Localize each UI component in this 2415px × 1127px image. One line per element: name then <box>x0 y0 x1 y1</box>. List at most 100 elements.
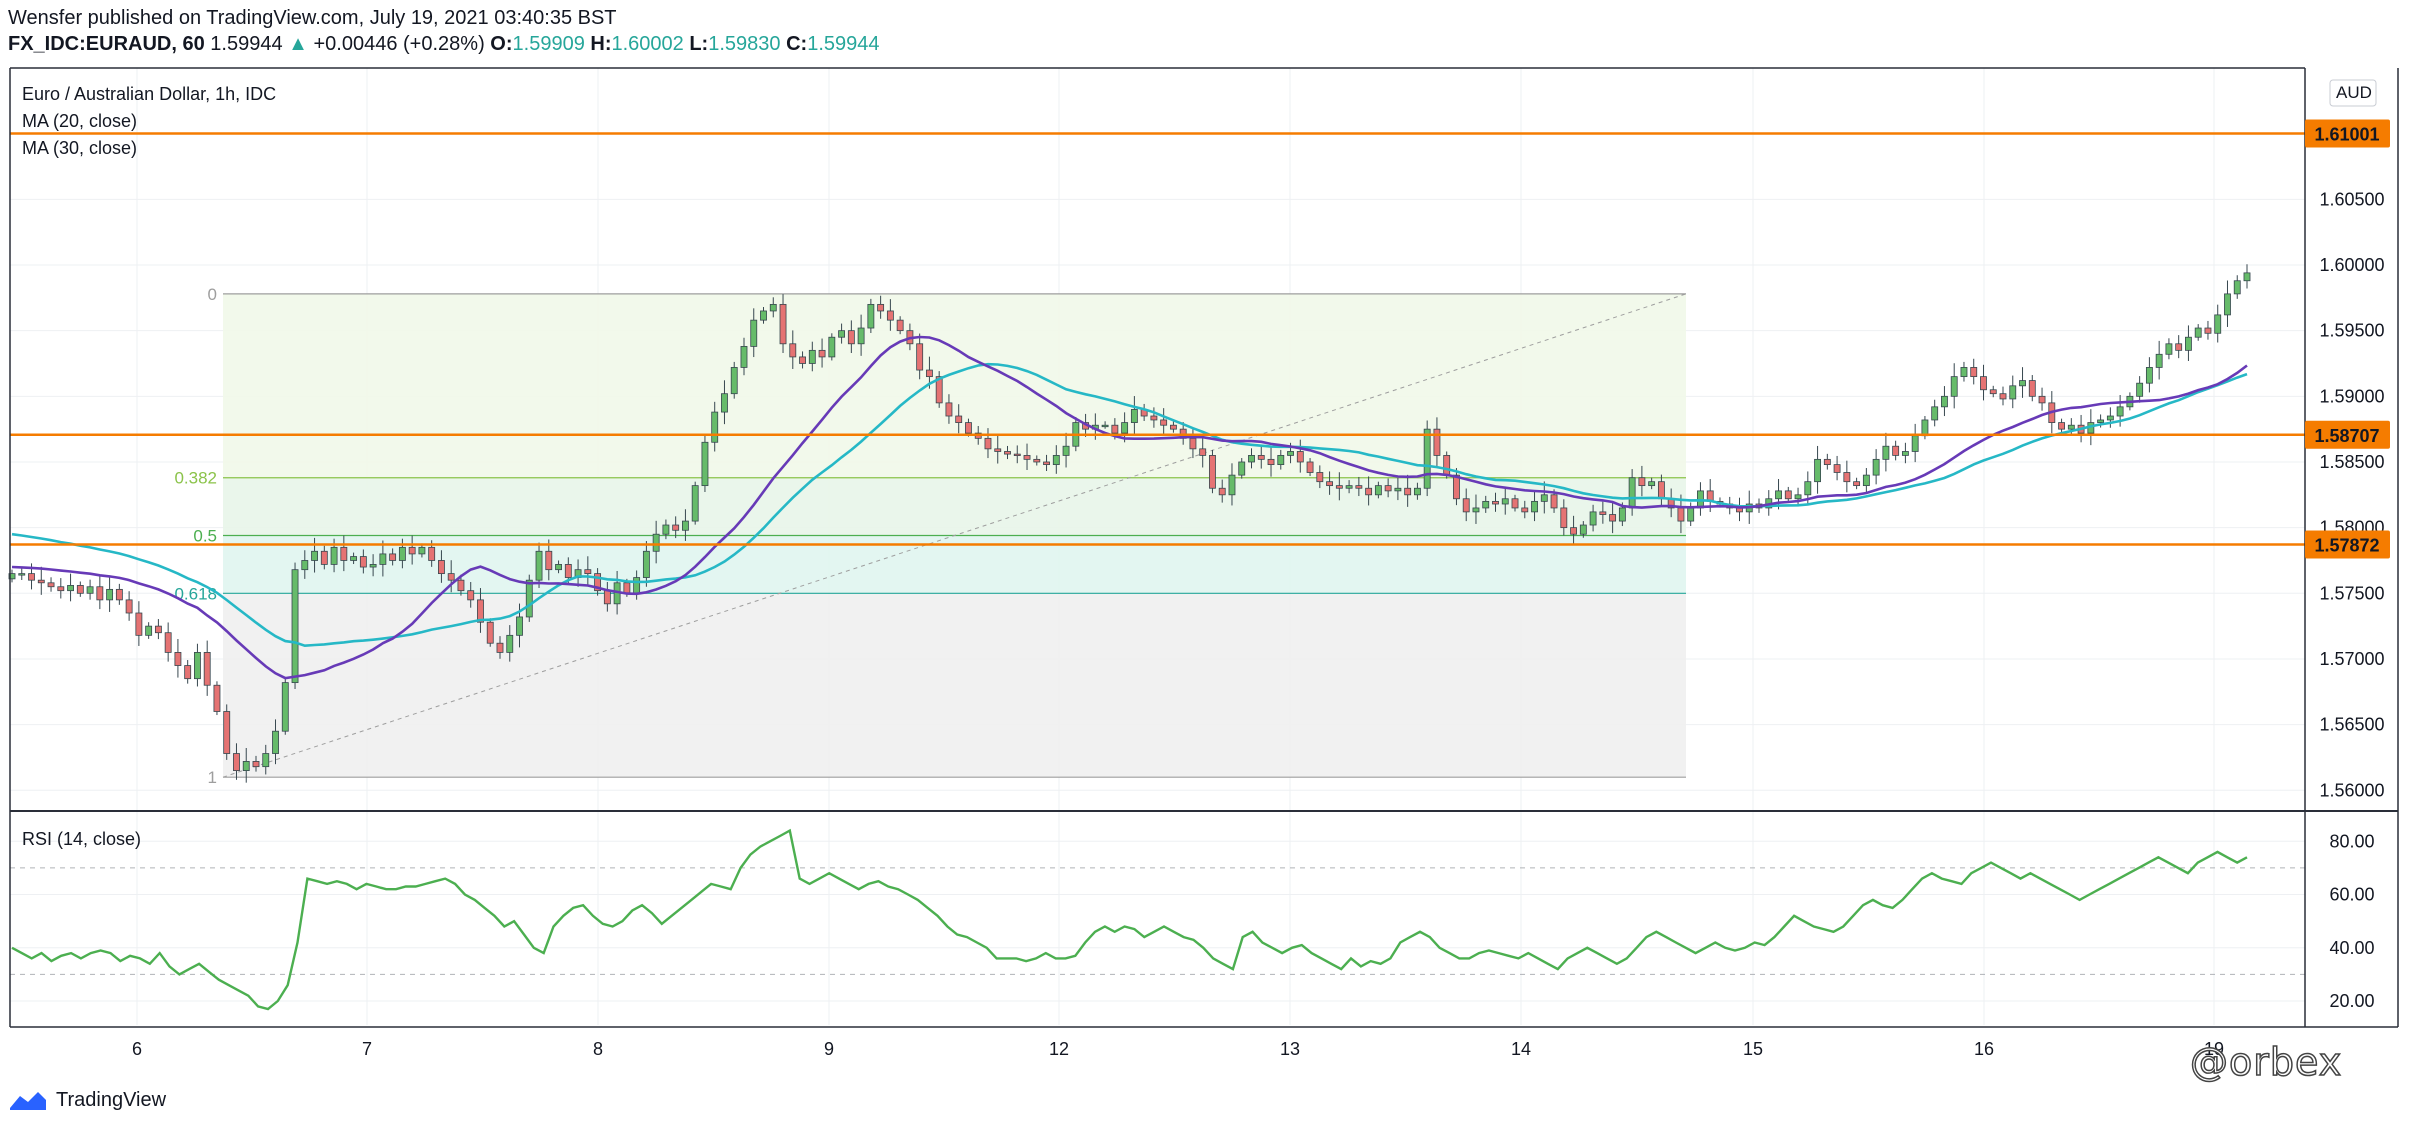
candle-down <box>1980 376 1987 391</box>
candle-up <box>1960 367 1968 378</box>
candle-up <box>1882 445 1890 460</box>
x-tick-label: 7 <box>362 1039 372 1059</box>
candle-up <box>1413 487 1421 496</box>
candle-up <box>1648 481 1656 487</box>
published-line: Wensfer published on TradingView.com, Ju… <box>8 7 617 30</box>
candle-up <box>701 441 709 487</box>
candle-down <box>2204 327 2212 334</box>
price-label-text: 1.61001 <box>2314 125 2379 145</box>
candle-down <box>1462 498 1470 513</box>
candle-down <box>1218 487 1226 496</box>
candle-up <box>857 327 865 345</box>
candle-down <box>779 303 787 345</box>
candle-down <box>623 582 631 594</box>
candle-down <box>1023 455 1031 460</box>
candle-down <box>1677 507 1685 522</box>
price-label-text: 1.58707 <box>2314 426 2379 446</box>
candle-down <box>1199 448 1207 456</box>
candle-up <box>1423 428 1431 489</box>
axes: 6 7 8 9 12 13 14 15 16 19 1.60500 1.60000 1.59500 1.5… <box>132 119 2390 1059</box>
candle-down <box>603 590 611 605</box>
y-tick-label: 1.58500 <box>2319 452 2384 472</box>
rsi-line <box>11 828 2248 1011</box>
candle-up <box>828 336 836 358</box>
low-label: L: <box>689 33 709 55</box>
candle-up <box>750 319 758 347</box>
open-value: 1.59909 <box>512 33 585 55</box>
x-tick-label: 15 <box>1743 1039 1763 1059</box>
candle-up <box>145 625 153 636</box>
candle-down <box>1355 485 1363 489</box>
candle-down <box>1169 424 1177 430</box>
candle-down <box>1111 424 1119 434</box>
candle-down <box>1326 481 1334 487</box>
candle-up <box>2136 382 2144 397</box>
candle-down <box>447 573 455 581</box>
candle-up <box>769 303 777 312</box>
candle-down <box>1404 487 1412 496</box>
candle-down <box>1013 453 1021 457</box>
candle-down <box>389 553 397 561</box>
series-title[interactable]: Euro / Australian Dollar, 1h, IDC <box>22 84 276 104</box>
horizontal-levels[interactable] <box>10 132 2305 546</box>
candle-up <box>2224 293 2231 316</box>
candle-down <box>584 569 592 575</box>
fib-level-label: 0.382 <box>174 469 217 488</box>
currency-label: AUD <box>2336 83 2372 102</box>
close-label: C: <box>786 33 808 55</box>
y-tick-label: 1.60500 <box>2319 189 2384 209</box>
candle-down <box>57 586 65 592</box>
candle-down <box>408 546 416 555</box>
candle-down <box>467 590 475 601</box>
candle-up <box>2214 314 2222 334</box>
tradingview-logo[interactable]: TradingView <box>8 1085 166 1115</box>
candle-down <box>1453 474 1460 500</box>
candle-down <box>125 599 133 614</box>
candle-down <box>1638 477 1646 487</box>
candle-up <box>1872 458 1880 476</box>
candle-down <box>1609 514 1617 522</box>
candle-down <box>1443 455 1451 476</box>
candle-up <box>1228 474 1236 496</box>
candle-up <box>418 546 426 555</box>
candle-up <box>2019 380 2026 387</box>
candle-down <box>154 625 162 634</box>
ma20-legend[interactable]: MA (20, close) <box>22 111 137 131</box>
candle-down <box>886 310 894 321</box>
candle-up <box>1687 507 1695 522</box>
candle-up <box>1287 451 1294 456</box>
candle-down <box>1521 507 1529 513</box>
candle-up <box>2243 272 2251 282</box>
candle-down <box>564 564 572 578</box>
candle-up <box>86 586 94 594</box>
rsi-pane <box>10 828 2305 1011</box>
candle-up <box>1345 485 1353 489</box>
candle-up <box>1901 451 1909 456</box>
candle-up <box>281 682 289 732</box>
candle-up <box>1531 500 1538 513</box>
candle-down <box>1189 437 1197 450</box>
candle-up <box>369 564 377 568</box>
candle-down <box>2058 422 2065 430</box>
candle-down <box>1853 481 1861 487</box>
candle-down <box>1004 451 1011 455</box>
symbol-label[interactable]: FX_IDC:EURAUD, 60 <box>8 33 205 55</box>
ma30-legend[interactable]: MA (30, close) <box>22 138 137 158</box>
candle-down <box>1657 481 1665 500</box>
rsi-legend[interactable]: RSI (14, close) <box>22 829 141 849</box>
candle-down <box>594 573 602 592</box>
candle-down <box>184 665 192 680</box>
candle-down <box>174 652 182 666</box>
candle-up <box>2165 343 2173 355</box>
candle-up <box>691 485 699 522</box>
candle-down <box>496 642 504 653</box>
candle-up <box>1248 455 1255 463</box>
fib-band <box>223 593 1686 778</box>
candle-down <box>935 376 943 404</box>
candlestick-series <box>8 264 2251 783</box>
fibonacci-retracement[interactable]: 0 0.382 0.5 0.618 1 <box>174 285 1687 787</box>
candle-down <box>945 402 953 417</box>
candle-down <box>1560 507 1568 529</box>
candle-down <box>2175 343 2183 351</box>
